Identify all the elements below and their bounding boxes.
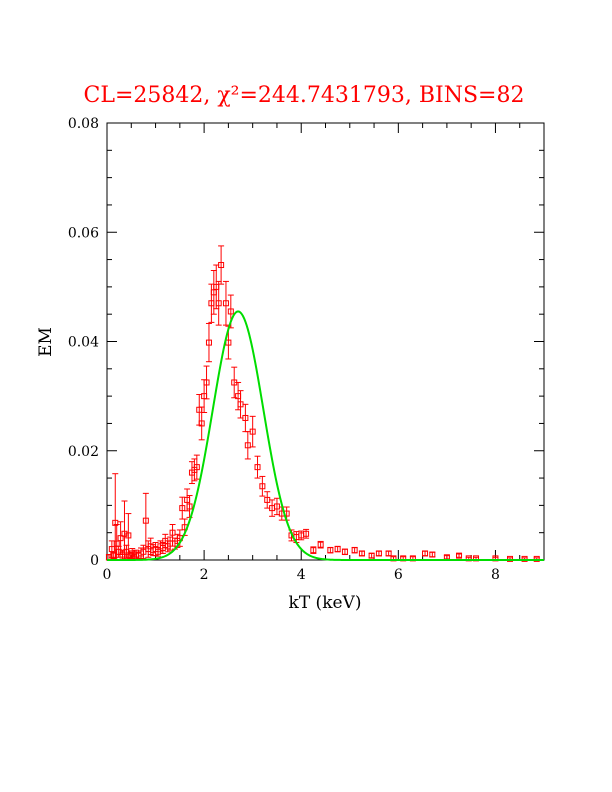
data-point [303, 528, 310, 539]
data-point [140, 544, 147, 559]
data-marker [242, 414, 249, 421]
y-tick-label: 0.08 [68, 116, 99, 132]
data-marker [249, 428, 256, 435]
data-marker [112, 519, 119, 526]
data-marker [110, 552, 117, 559]
data-point [244, 431, 251, 460]
data-point [142, 492, 149, 549]
data-marker [533, 555, 540, 562]
data-marker [375, 550, 382, 557]
data-point [358, 550, 365, 557]
data-point [422, 550, 429, 557]
data-point [351, 546, 358, 554]
data-marker [351, 547, 358, 554]
data-marker [227, 308, 234, 315]
data-marker [254, 464, 261, 471]
data-marker [327, 547, 334, 554]
data-marker [334, 546, 341, 553]
data-marker [198, 420, 205, 427]
y-axis-title: EM [36, 327, 56, 357]
data-point [222, 280, 229, 326]
x-tick-label: 6 [394, 567, 403, 583]
data-marker [108, 546, 115, 553]
data-point [429, 551, 436, 558]
data-point [193, 454, 200, 480]
data-marker [429, 551, 436, 558]
data-marker [215, 300, 222, 307]
y-tick-label: 0.02 [68, 444, 99, 460]
data-marker [358, 550, 365, 557]
data-marker [218, 262, 225, 269]
data-point [327, 546, 334, 554]
data-point [205, 322, 212, 363]
data-marker [317, 541, 324, 548]
data-points [105, 245, 540, 562]
data-marker [341, 548, 348, 555]
data-marker [368, 552, 375, 559]
y-tick-label: 0.06 [68, 225, 99, 241]
data-marker [117, 535, 124, 542]
data-marker [123, 548, 130, 555]
data-point [385, 550, 392, 557]
data-point [310, 546, 317, 554]
data-point [203, 365, 210, 400]
chart-title: CL=25842, χ²=244.7431793, BINS=82 [84, 83, 525, 108]
data-marker [179, 505, 186, 512]
data-marker [186, 503, 193, 510]
data-point [259, 475, 266, 497]
data-point [375, 550, 382, 557]
data-point [117, 521, 124, 556]
y-tick-label: 0.04 [68, 335, 99, 351]
data-marker [244, 442, 251, 449]
data-marker [169, 529, 176, 536]
data-marker [205, 339, 212, 346]
data-marker [125, 532, 132, 539]
plot-frame [106, 122, 545, 561]
data-point [254, 455, 261, 479]
data-marker [129, 550, 136, 557]
data-point [249, 415, 256, 448]
x-tick-label: 4 [297, 567, 306, 583]
data-marker [222, 300, 229, 307]
x-axis-title: kT (keV) [289, 593, 362, 613]
data-marker [203, 379, 210, 386]
model-curve [107, 310, 544, 561]
axes: 0 2 4 6 8 0 0.02 0.04 0.06 0.08 [68, 116, 545, 583]
data-marker [310, 547, 317, 554]
data-marker [142, 517, 149, 524]
data-point [368, 552, 375, 559]
data-point [456, 552, 463, 559]
data-marker [385, 550, 392, 557]
data-point [218, 245, 225, 285]
x-tick-label: 2 [200, 567, 209, 583]
data-point [334, 545, 341, 553]
data-marker [456, 552, 463, 559]
data-marker [121, 530, 128, 537]
data-marker [507, 555, 514, 562]
data-marker [422, 550, 429, 557]
data-point [341, 548, 348, 556]
y-tick-label: 0 [90, 553, 99, 569]
data-point [231, 366, 238, 399]
data-marker [259, 483, 266, 490]
data-point [317, 540, 324, 549]
data-marker [193, 464, 200, 471]
x-tick-label: 0 [103, 567, 112, 583]
data-marker [303, 530, 310, 537]
x-tick-label: 8 [491, 567, 500, 583]
data-point [273, 497, 280, 516]
data-marker [273, 503, 280, 510]
data-point [125, 513, 132, 558]
data-point [186, 495, 193, 518]
data-marker [521, 555, 528, 562]
data-point [242, 403, 249, 433]
